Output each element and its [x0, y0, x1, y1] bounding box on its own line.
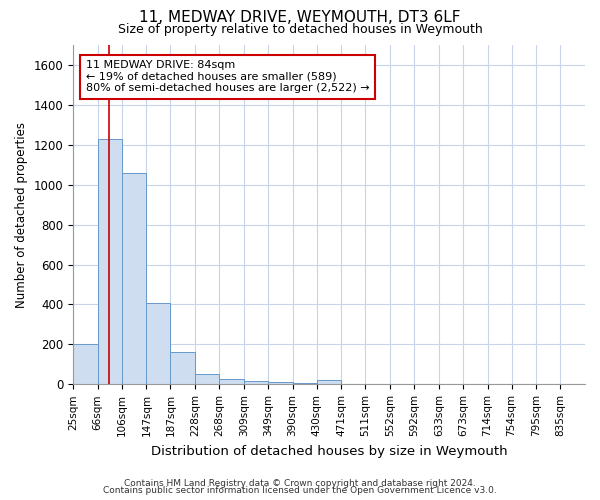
Text: Size of property relative to detached houses in Weymouth: Size of property relative to detached ho…	[118, 22, 482, 36]
Bar	[244, 380, 268, 384]
Bar	[146, 304, 170, 384]
Text: Contains public sector information licensed under the Open Government Licence v3: Contains public sector information licen…	[103, 486, 497, 495]
Bar	[317, 380, 341, 384]
Bar	[195, 374, 219, 384]
Bar	[73, 344, 98, 385]
Bar	[122, 172, 146, 384]
X-axis label: Distribution of detached houses by size in Weymouth: Distribution of detached houses by size …	[151, 444, 508, 458]
Bar	[293, 383, 317, 384]
Y-axis label: Number of detached properties: Number of detached properties	[15, 122, 28, 308]
Bar	[98, 139, 122, 384]
Text: 11, MEDWAY DRIVE, WEYMOUTH, DT3 6LF: 11, MEDWAY DRIVE, WEYMOUTH, DT3 6LF	[139, 10, 461, 25]
Text: 11 MEDWAY DRIVE: 84sqm
← 19% of detached houses are smaller (589)
80% of semi-de: 11 MEDWAY DRIVE: 84sqm ← 19% of detached…	[86, 60, 370, 94]
Bar	[219, 378, 244, 384]
Bar	[170, 352, 195, 384]
Bar	[268, 382, 293, 384]
Text: Contains HM Land Registry data © Crown copyright and database right 2024.: Contains HM Land Registry data © Crown c…	[124, 478, 476, 488]
